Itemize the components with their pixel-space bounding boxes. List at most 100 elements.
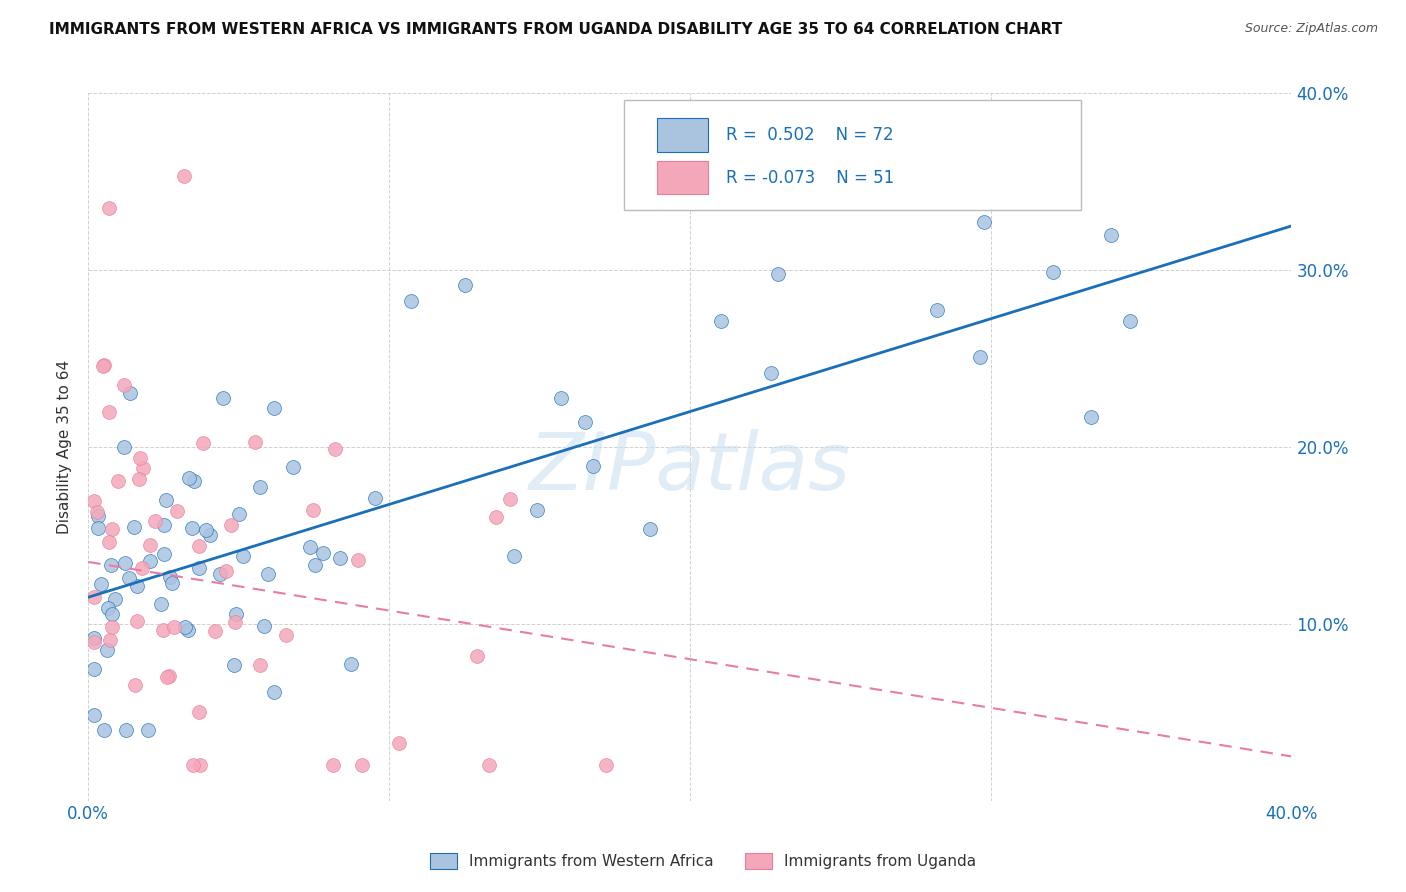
Text: Source: ZipAtlas.com: Source: ZipAtlas.com xyxy=(1244,22,1378,36)
Point xyxy=(100,558,122,572)
Point xyxy=(86,505,108,519)
Point xyxy=(224,615,246,629)
Point xyxy=(132,461,155,475)
Point xyxy=(204,624,226,638)
Point xyxy=(117,571,139,585)
Point xyxy=(179,471,201,485)
Point xyxy=(478,758,501,772)
Point xyxy=(87,521,110,535)
Point xyxy=(761,366,783,380)
Point xyxy=(225,607,247,622)
Point xyxy=(83,662,105,676)
Point xyxy=(232,549,254,563)
Point xyxy=(143,515,166,529)
Point xyxy=(281,459,304,474)
Point xyxy=(257,566,280,581)
Point xyxy=(640,522,662,536)
Point xyxy=(215,564,238,578)
Point xyxy=(149,597,172,611)
Point xyxy=(1119,314,1142,328)
Point xyxy=(101,522,124,536)
Point xyxy=(98,633,121,648)
Point xyxy=(454,277,477,292)
Point xyxy=(127,579,149,593)
Point xyxy=(90,577,112,591)
Point xyxy=(152,623,174,637)
Point xyxy=(118,386,141,401)
Point xyxy=(152,517,174,532)
Point xyxy=(187,706,209,720)
Y-axis label: Disability Age 35 to 64: Disability Age 35 to 64 xyxy=(58,360,72,534)
Point xyxy=(107,474,129,488)
Point xyxy=(181,758,204,772)
Point xyxy=(253,619,276,633)
Point xyxy=(191,435,214,450)
Point xyxy=(83,635,105,649)
Point xyxy=(304,558,326,572)
Point xyxy=(100,620,122,634)
Point xyxy=(83,494,105,508)
Point xyxy=(350,758,373,772)
Point xyxy=(114,556,136,570)
Point xyxy=(325,442,347,457)
Point xyxy=(173,169,195,184)
Point xyxy=(574,415,596,429)
Point xyxy=(364,491,387,505)
Point xyxy=(131,560,153,574)
Point xyxy=(219,518,242,533)
Text: ZIPatlas: ZIPatlas xyxy=(529,429,851,508)
Text: IMMIGRANTS FROM WESTERN AFRICA VS IMMIGRANTS FROM UGANDA DISABILITY AGE 35 TO 64: IMMIGRANTS FROM WESTERN AFRICA VS IMMIGR… xyxy=(49,22,1063,37)
Point xyxy=(209,567,232,582)
Point xyxy=(969,350,991,364)
Point xyxy=(188,539,211,553)
Point xyxy=(174,620,197,634)
Point xyxy=(973,215,995,229)
Point xyxy=(160,576,183,591)
Point xyxy=(340,657,363,671)
Text: R = -0.073    N = 51: R = -0.073 N = 51 xyxy=(725,169,894,186)
Point xyxy=(183,475,205,489)
Text: R =  0.502    N = 72: R = 0.502 N = 72 xyxy=(725,126,894,145)
Point xyxy=(97,601,120,615)
Point xyxy=(1099,227,1122,242)
Point xyxy=(249,657,271,672)
Point xyxy=(180,521,202,535)
Point xyxy=(249,481,271,495)
Point xyxy=(582,459,605,474)
Point xyxy=(155,493,177,508)
Point xyxy=(485,510,508,524)
Point xyxy=(166,503,188,517)
Point xyxy=(925,303,948,318)
Point xyxy=(347,553,370,567)
Point xyxy=(526,502,548,516)
Point xyxy=(153,548,176,562)
Point xyxy=(195,523,218,537)
Point xyxy=(276,627,298,641)
Point xyxy=(710,313,733,327)
Point xyxy=(98,202,121,216)
Point xyxy=(387,736,409,750)
FancyBboxPatch shape xyxy=(624,101,1081,210)
Point xyxy=(211,391,233,405)
Point xyxy=(87,508,110,523)
Point xyxy=(163,620,186,634)
Point xyxy=(245,434,267,449)
Point xyxy=(499,492,522,507)
Point xyxy=(129,450,152,465)
Point xyxy=(465,648,488,663)
Bar xyxy=(658,118,707,152)
Bar xyxy=(658,161,707,194)
Point xyxy=(156,670,179,684)
Point xyxy=(128,472,150,486)
Legend: Immigrants from Western Africa, Immigrants from Uganda: Immigrants from Western Africa, Immigran… xyxy=(423,847,983,875)
Point xyxy=(329,550,352,565)
Point xyxy=(1042,265,1064,279)
Point xyxy=(96,643,118,657)
Point xyxy=(222,658,245,673)
Point xyxy=(83,708,105,723)
Point xyxy=(127,614,149,628)
Point xyxy=(122,520,145,534)
Point xyxy=(112,378,135,392)
Point xyxy=(1080,409,1102,424)
Point xyxy=(114,440,136,454)
